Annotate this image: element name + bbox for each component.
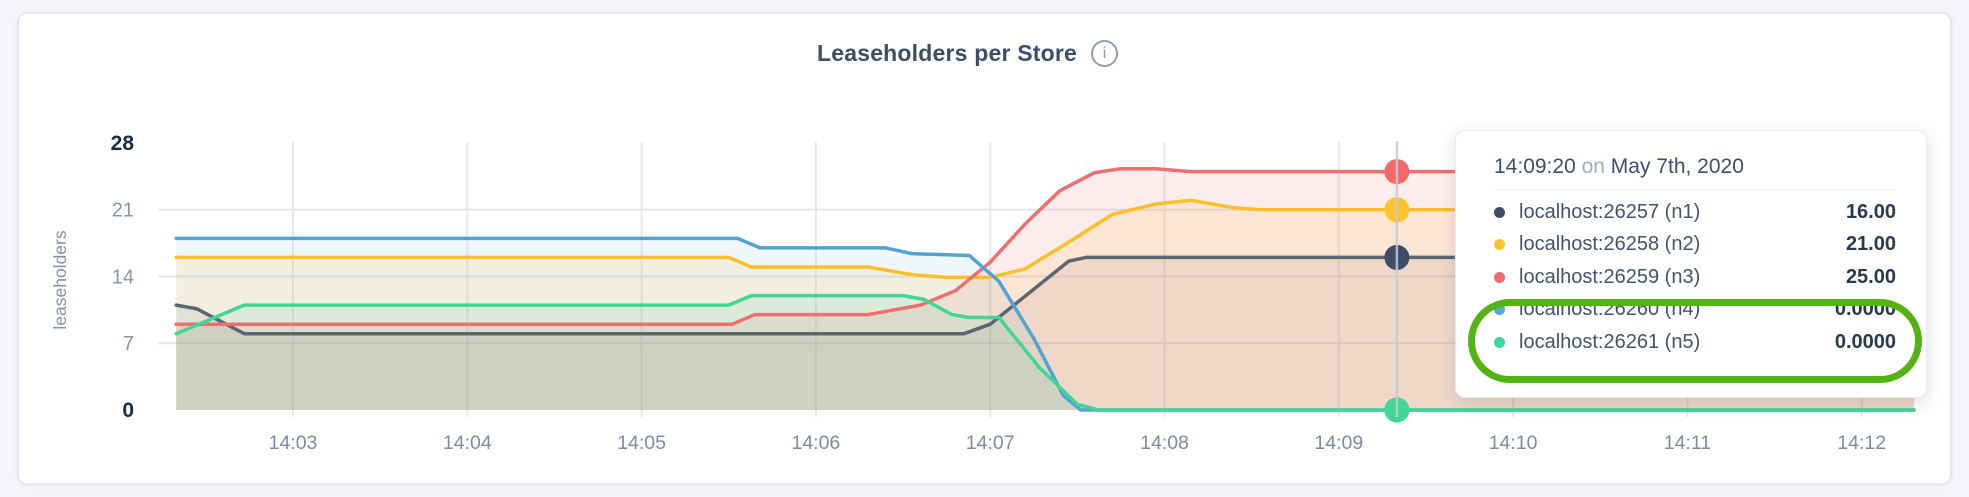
- y-tick-label: 28: [111, 132, 135, 155]
- series-area-n4: [176, 238, 1915, 410]
- series-color-dot: [1494, 304, 1505, 316]
- y-tick-label: 14: [112, 266, 134, 288]
- series-color-dot: [1494, 239, 1505, 251]
- tooltip-rows: localhost:26257 (n1) 16.00 localhost:262…: [1494, 190, 1896, 359]
- x-tick-label: 14:07: [966, 432, 1015, 454]
- tooltip-series-row: localhost:26261 (n5) 0.0000: [1494, 326, 1896, 359]
- series-label: localhost:26257 (n1): [1519, 200, 1701, 223]
- tooltip-timestamp: 14:09:20 on May 7th, 2020: [1494, 155, 1896, 190]
- series-value: 0.0000: [1834, 298, 1896, 321]
- series-color-dot: [1494, 271, 1505, 283]
- series-label: localhost:26259 (n3): [1519, 265, 1701, 288]
- y-tick-label: 21: [112, 200, 134, 222]
- x-tick-label: 14:11: [1664, 432, 1711, 454]
- tooltip-series-row: localhost:26258 (n2) 21.00: [1494, 229, 1896, 262]
- info-icon-glyph: i: [1102, 44, 1107, 62]
- x-tick-label: 14:12: [1837, 432, 1886, 454]
- x-tick-label: 14:08: [1140, 432, 1189, 454]
- series-value: 0.0000: [1834, 330, 1896, 353]
- tooltip-series-row: localhost:26257 (n1) 16.00: [1494, 196, 1896, 229]
- series-value: 16.00: [1845, 200, 1896, 223]
- series-label: localhost:26258 (n2): [1519, 233, 1701, 256]
- series-label: localhost:26261 (n5): [1519, 330, 1701, 353]
- series-value: 25.00: [1845, 265, 1896, 288]
- x-tick-label: 14:10: [1489, 432, 1538, 454]
- series-line-n2: [174, 198, 1916, 280]
- x-tick-label: 14:04: [443, 432, 492, 454]
- chart-header: Leaseholders per Store i: [0, 40, 1935, 67]
- series-color-dot: [1494, 336, 1505, 348]
- series-line-n1: [174, 255, 1916, 336]
- info-icon[interactable]: i: [1091, 40, 1119, 67]
- series-line-n3: [174, 166, 1916, 326]
- series-line-n5: [174, 293, 1916, 412]
- y-axis-title: leaseholders: [50, 230, 70, 330]
- tooltip-date: May 7th, 2020: [1610, 155, 1744, 178]
- tooltip-series-row: localhost:26259 (n3) 25.00: [1494, 261, 1896, 294]
- series-value: 21.00: [1845, 233, 1896, 256]
- chart-tooltip: 14:09:20 on May 7th, 2020 localhost:2625…: [1455, 130, 1927, 398]
- tooltip-series-row: localhost:26260 (n4) 0.0000: [1494, 294, 1896, 327]
- series-color-dot: [1494, 206, 1505, 218]
- series-label: localhost:26260 (n4): [1519, 298, 1701, 321]
- y-tick-label: 0: [122, 399, 134, 422]
- tooltip-time: 14:09:20: [1494, 155, 1576, 178]
- chart-title: Leaseholders per Store: [816, 40, 1078, 66]
- x-tick-label: 14:09: [1314, 432, 1363, 454]
- tooltip-on-word: on: [1581, 155, 1605, 178]
- series-line-n4: [174, 236, 1916, 412]
- x-tick-label: 14:03: [269, 432, 318, 454]
- y-tick-label: 7: [123, 333, 134, 355]
- x-tick-label: 14:06: [791, 432, 840, 454]
- x-tick-label: 14:05: [617, 432, 666, 454]
